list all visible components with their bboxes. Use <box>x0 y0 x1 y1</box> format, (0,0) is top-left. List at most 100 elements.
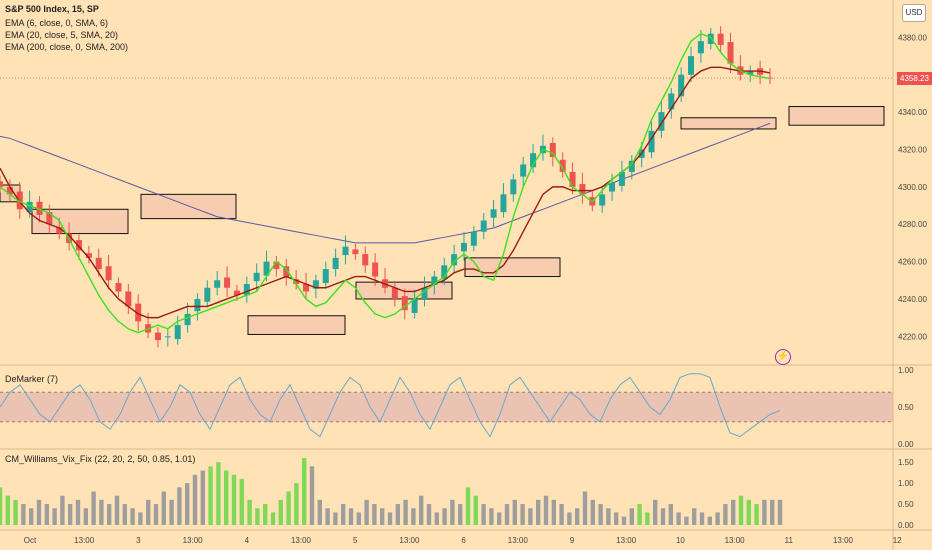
vixfix-bar <box>52 508 57 525</box>
ema200-legend[interactable]: EMA (200, close, 0, SMA, 200) <box>5 42 129 52</box>
time-tick-label: 5 <box>353 536 358 545</box>
time-tick-label: 10 <box>676 536 685 545</box>
candle-body <box>204 287 211 302</box>
candle-body <box>322 269 329 284</box>
vixfix-bar <box>426 504 432 525</box>
candle-body <box>747 71 754 75</box>
vixfix-bar <box>731 499 736 525</box>
currency-button[interactable]: USD <box>902 4 926 22</box>
price-tick-label: 4380.00 <box>898 33 927 42</box>
vixfix-bar <box>684 516 689 525</box>
vixfix-bar <box>567 512 572 525</box>
vixfix-bar <box>395 504 400 525</box>
vixfix-bar <box>746 499 751 525</box>
vixfix-bar <box>754 504 759 525</box>
candle-body <box>559 159 566 172</box>
candle-body <box>243 284 250 296</box>
vixfix-legend[interactable]: CM_Williams_Vix_Fix (22, 20, 2, 50, 0.85… <box>5 454 196 464</box>
vixfix-bar <box>598 504 603 525</box>
candle-body <box>332 257 339 270</box>
candle-body <box>421 287 428 299</box>
candle-body <box>520 164 527 177</box>
candle-body <box>441 265 448 280</box>
vixfix-bar <box>660 508 666 525</box>
vixfix-bar <box>489 508 494 525</box>
vixfix-bar <box>450 499 455 525</box>
vixfix-bar <box>325 508 330 525</box>
vixfix-bar <box>645 512 650 525</box>
candle-body <box>36 201 43 215</box>
candle-body <box>115 283 122 292</box>
vixfix-bar <box>606 508 611 525</box>
vixfix-bar <box>231 474 237 525</box>
vixfix-bar <box>512 499 517 525</box>
vixfix-bar <box>442 508 447 525</box>
candle-body <box>362 254 369 266</box>
candle-body <box>727 42 734 64</box>
vixfix-bar <box>122 504 127 525</box>
vixfix-bar <box>692 508 697 525</box>
candle-body <box>470 231 477 246</box>
demarker-tick-label: 1.00 <box>898 366 914 375</box>
candle-body <box>500 194 507 213</box>
vixfix-bar <box>91 491 96 525</box>
candle-body <box>263 261 270 276</box>
candle-body <box>125 291 132 307</box>
vixfix-bar <box>333 512 338 525</box>
demarker-line <box>0 373 781 438</box>
vixfix-bar <box>559 504 564 525</box>
time-tick-label: 13:00 <box>183 536 204 545</box>
candle-body <box>26 201 33 213</box>
demarker-tick-label: 0.00 <box>898 440 914 449</box>
vixfix-bar <box>434 512 439 525</box>
price-tick-label: 4220.00 <box>898 332 927 341</box>
vixfix-bar <box>614 512 619 525</box>
vixfix-bar <box>403 499 408 525</box>
vixfix-bar <box>216 462 221 525</box>
lightning-icon[interactable]: ⚡ <box>775 349 791 365</box>
vixfix-bar <box>278 499 283 525</box>
vixfix-bar <box>29 508 34 525</box>
vixfix-bar <box>481 504 486 525</box>
candle-body <box>135 303 142 322</box>
vixfix-bar <box>317 499 322 525</box>
ema20-legend[interactable]: EMA (20, close, 5, SMA, 20) <box>5 30 119 40</box>
candle-body <box>549 142 556 157</box>
supply-demand-zone <box>247 315 346 335</box>
time-tick-label: 13:00 <box>616 536 637 545</box>
candle-body <box>431 276 438 285</box>
vixfix-bar <box>286 491 291 525</box>
candle-body <box>668 93 675 110</box>
vixfix-bar <box>528 508 533 525</box>
time-tick-label: 13:00 <box>833 536 854 545</box>
candle-body <box>174 325 181 340</box>
candle-body <box>569 171 576 187</box>
candle-body <box>658 112 665 131</box>
vixfix-bar <box>551 499 556 525</box>
vixfix-bar <box>138 512 143 525</box>
vixfix-bar <box>770 499 775 525</box>
time-tick-label: 13:00 <box>291 536 312 545</box>
vixfix-bar <box>302 458 307 525</box>
price-tick-label: 4340.00 <box>898 108 927 117</box>
vixfix-bar <box>411 508 416 525</box>
vixfix-bar <box>21 504 26 525</box>
demarker-legend[interactable]: DeMarker (7) <box>5 374 59 384</box>
ema-200-line <box>0 122 771 244</box>
candle-body <box>184 313 191 326</box>
symbol-title: S&P 500 Index, 15, SP <box>5 4 99 14</box>
candle-body <box>303 284 310 292</box>
ema6-legend[interactable]: EMA (6, close, 0, SMA, 6) <box>5 18 109 28</box>
vixfix-bar <box>0 487 3 525</box>
vixfix-bar <box>676 512 681 525</box>
candle-body <box>16 191 23 210</box>
time-tick-label: 13:00 <box>508 536 529 545</box>
vixfix-bar <box>192 474 198 525</box>
supply-demand-zone <box>788 106 885 126</box>
candle-body <box>599 194 606 206</box>
vixfix-bar <box>738 495 744 525</box>
vixfix-bar <box>153 504 159 525</box>
candle-body <box>85 253 92 258</box>
